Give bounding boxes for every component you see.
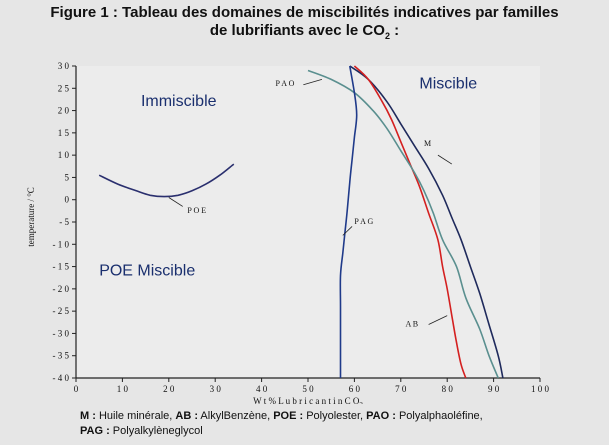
x-tick-label-0: 0 xyxy=(74,384,79,394)
chart-ticks: 3 0 2 5 2 0 1 5 1 0 5 0 - 5 - 1 0 - 1 5 - 2 0 - 2 5… xyxy=(53,61,550,394)
x-tick-label-6: 6 0 xyxy=(349,384,361,394)
series-m-leader xyxy=(437,154,453,165)
chart-labels: W t % L u b r i c a n t i n C O2 temperat… xyxy=(26,75,477,404)
plot-background xyxy=(76,66,540,378)
x-axis-label-text: W t % L u b r i c a n t i n C O xyxy=(253,396,360,404)
region-label-0: Immiscible xyxy=(141,93,217,110)
y-tick-label-5: 5 xyxy=(65,172,70,182)
figure-caption: M : Huile minérale, AB : AlkylBenzène, P… xyxy=(80,409,600,439)
series-poe-label: P O E xyxy=(187,206,206,215)
y-tick-label-0: 3 0 xyxy=(58,61,70,71)
caption-line2: PAG : Polyalkylèneglycol xyxy=(80,424,600,439)
y-tick-label-14: - 4 0 xyxy=(53,373,70,383)
series-ab-label: A B xyxy=(405,320,418,329)
x-tick-label-4: 4 0 xyxy=(256,384,268,394)
y-tick-label-1: 2 5 xyxy=(58,83,70,93)
series-m-line xyxy=(349,65,504,379)
y-tick-label-6: 0 xyxy=(65,195,70,205)
caption-abbr-pag: PAG : xyxy=(80,425,110,437)
series-pag-line xyxy=(339,65,358,379)
figure-title-line2: de lubrifiants avec le CO2 : xyxy=(0,22,609,45)
caption-text-3: Polyalphaoléfine, xyxy=(395,410,483,422)
x-axis-label-subscript: 2 xyxy=(359,401,363,404)
y-tick-label-9: - 1 5 xyxy=(53,262,70,272)
caption-text-0: Huile minérale, xyxy=(95,410,176,422)
caption-text-2: Polyolester, xyxy=(303,410,367,422)
caption-abbr-2: POE : xyxy=(273,410,304,422)
miscibility-chart: 3 0 2 5 2 0 1 5 1 0 5 0 - 5 - 1 0 - 1 5 - 2 0 - 2 5… xyxy=(26,61,550,404)
series-pag-label: P A G xyxy=(354,217,373,226)
series-poe-line xyxy=(98,163,235,198)
region-label-2: POE Miscible xyxy=(99,262,195,279)
series-pag-leader xyxy=(342,226,353,236)
x-tick-label-10: 1 0 0 xyxy=(531,384,550,394)
series-poe-leader xyxy=(168,197,183,207)
x-tick-label-8: 8 0 xyxy=(442,384,454,394)
y-tick-label-3: 1 5 xyxy=(58,128,70,138)
series-pao-leader xyxy=(303,78,323,86)
figure-title-subscript: 2 xyxy=(384,31,390,41)
y-tick-label-4: 1 0 xyxy=(58,150,70,160)
x-tick-label-7: 7 0 xyxy=(395,384,407,394)
series-ab-leader xyxy=(428,315,448,325)
x-tick-label-5: 5 0 xyxy=(302,384,314,394)
series-pao-line xyxy=(307,69,499,379)
series-pao-label: P A O xyxy=(276,79,295,88)
figure-title-line2-text: de lubrifiants avec le CO xyxy=(209,22,385,39)
figure-title-line2-end: : xyxy=(389,22,400,39)
y-tick-label-7: - 5 xyxy=(59,217,69,227)
caption-text-1: AlkylBenzène, xyxy=(197,410,274,422)
y-tick-label-11: - 2 5 xyxy=(53,306,70,316)
chart-frame xyxy=(75,66,540,379)
y-tick-label-8: - 1 0 xyxy=(53,239,70,249)
series-ab-line xyxy=(353,65,467,379)
x-tick-label-3: 3 0 xyxy=(210,384,222,394)
region-label-1: Miscible xyxy=(419,75,477,92)
caption-abbr-0: M : xyxy=(80,410,96,422)
y-tick-label-2: 2 0 xyxy=(58,106,70,116)
x-axis-label: W t % L u b r i c a n t i n C O2 xyxy=(253,396,363,404)
y-tick-label-12: - 3 0 xyxy=(53,328,70,338)
x-tick-label-2: 2 0 xyxy=(163,384,175,394)
y-tick-label-13: - 3 5 xyxy=(53,351,70,361)
caption-line1: M : Huile minérale, AB : AlkylBenzène, P… xyxy=(80,409,600,424)
figure-title-line1: Figure 1 : Tableau des domaines de misci… xyxy=(50,4,559,21)
y-tick-label-10: - 2 0 xyxy=(53,284,70,294)
caption-abbr-3: PAO : xyxy=(366,410,396,422)
x-tick-label-9: 9 0 xyxy=(488,384,500,394)
figure-title: Figure 1 : Tableau des domaines de misci… xyxy=(0,4,609,45)
chart-curves xyxy=(98,65,504,379)
caption-text-pag: Polyalkylèneglycol xyxy=(109,425,203,437)
x-tick-label-1: 1 0 xyxy=(117,384,129,394)
y-axis-label: temperature / °C xyxy=(26,187,36,247)
series-m-label: M xyxy=(424,139,431,148)
caption-abbr-1: AB : xyxy=(175,410,198,422)
